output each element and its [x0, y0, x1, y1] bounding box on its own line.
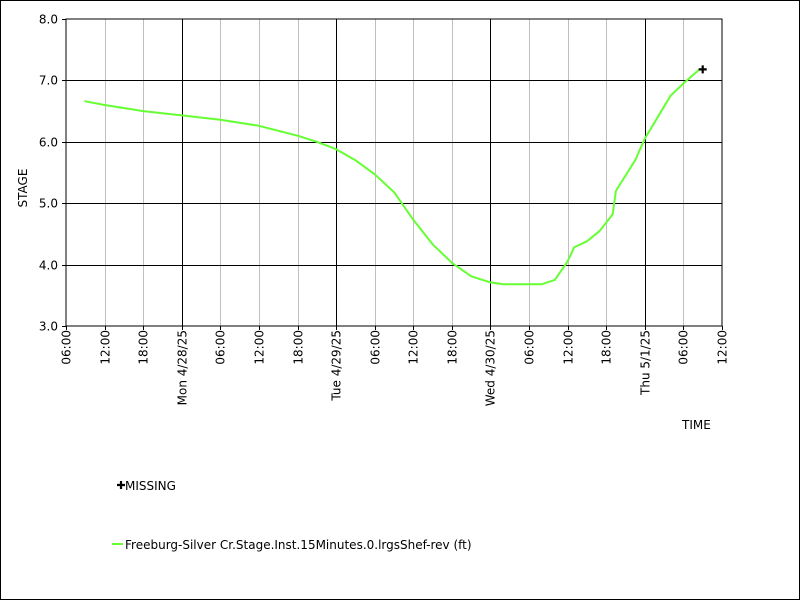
series-layer: [84, 68, 701, 286]
x-tick-label: 06:00: [214, 330, 228, 365]
x-axis-title: TIME: [681, 418, 711, 432]
x-tick-label: Mon 4/28/25: [176, 330, 190, 405]
marker-layer: [698, 65, 707, 74]
legend-item-missing: MISSING: [117, 479, 176, 493]
grid-lines: [62, 19, 723, 330]
y-tick-label: 6.0: [39, 136, 58, 150]
x-tick-label: Wed 4/30/25: [484, 330, 498, 406]
x-tick-label: 18:00: [600, 330, 614, 365]
x-tick-label: 12:00: [562, 330, 576, 365]
x-tick-label: 18:00: [446, 330, 460, 365]
legend-series-label: Freeburg-Silver Cr.Stage.Inst.15Minutes.…: [125, 538, 472, 552]
x-tick-label: 06:00: [60, 330, 74, 365]
x-tick-label: 06:00: [369, 330, 383, 365]
x-tick-label: 12:00: [253, 330, 267, 365]
x-tick-label: 18:00: [292, 330, 306, 365]
x-tick-label: 12:00: [716, 330, 730, 365]
missing-marker-plus-icon: [698, 65, 707, 74]
x-tick-label: Tue 4/29/25: [330, 330, 344, 402]
y-tick-label: 5.0: [39, 197, 58, 211]
x-tick-label: 06:00: [523, 330, 537, 365]
x-tick-label: 18:00: [137, 330, 151, 365]
y-axis-title: STAGE: [16, 169, 30, 208]
x-tick-label: Thu 5/1/25: [639, 330, 653, 396]
y-tick-label: 7.0: [39, 74, 58, 88]
x-tick-label: 06:00: [677, 330, 691, 365]
legend-missing-label: MISSING: [125, 479, 176, 493]
y-tick-label: 3.0: [39, 320, 58, 334]
y-tick-label: 4.0: [39, 259, 58, 273]
plot-area: [65, 18, 723, 327]
series-line-stage: [84, 68, 701, 286]
y-tick-labels: 3.0 4.0 5.0 6.0 7.0 8.0: [39, 13, 58, 334]
x-tick-label: 12:00: [407, 330, 421, 365]
legend-missing-plus-icon: [117, 481, 125, 489]
x-tick-label: 12:00: [99, 330, 113, 365]
legend-item-series: Freeburg-Silver Cr.Stage.Inst.15Minutes.…: [112, 538, 472, 552]
y-tick-label: 8.0: [39, 13, 58, 27]
x-tick-labels: 06:00 12:00 18:00 Mon 4/28/25 06:00 12:00 18:0…: [60, 330, 730, 406]
legend: MISSING Freeburg-Silver Cr.Stage.Inst.15…: [112, 479, 472, 552]
